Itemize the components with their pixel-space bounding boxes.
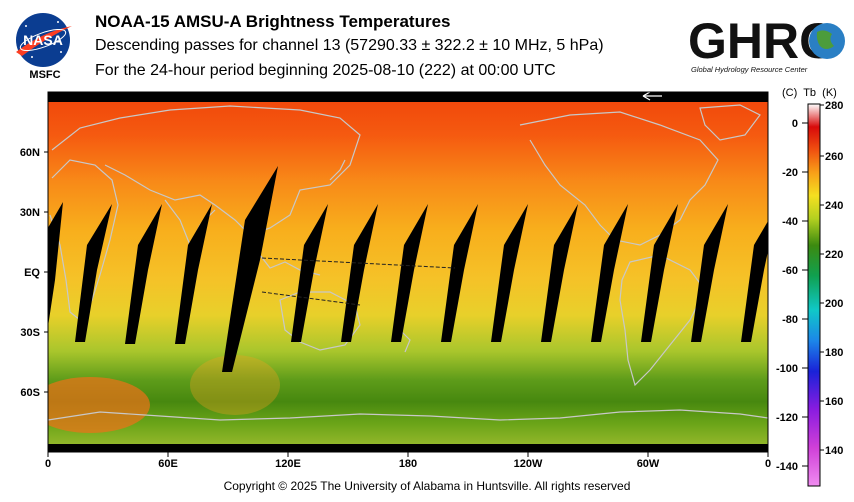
coastline-south-america (619, 254, 706, 387)
coastlines (48, 104, 768, 421)
cb-kelvin-280: 280 (825, 100, 843, 112)
no-data-band-top (48, 92, 768, 102)
msfc-label: MSFC (29, 69, 61, 81)
coastline-eurasia (51, 105, 361, 236)
coastline-japan (329, 159, 346, 181)
swath-gap-13 (641, 204, 678, 342)
coastline-north-america (519, 111, 719, 246)
page-subtitle: Descending passes for channel 13 (57290.… (95, 37, 604, 54)
nasa-logo-text: NASA (23, 32, 63, 48)
swath-gap-11 (541, 204, 578, 342)
page-title: NOAA-15 AMSU-A Brightness Temperatures (95, 12, 451, 31)
cb-celsius-m60: -60 (782, 265, 798, 277)
lat-label-60s: 60S (20, 387, 40, 399)
swath-gap-1 (48, 202, 63, 327)
swath-gap-6 (291, 204, 328, 342)
swath-gaps (48, 166, 768, 372)
swath-gap-2 (75, 204, 112, 342)
colorbar-units: (C) Tb (K) (782, 87, 837, 99)
cb-kelvin-240: 240 (825, 200, 843, 212)
swath-gap-15 (741, 221, 768, 342)
cb-kelvin-260: 260 (825, 151, 843, 163)
cb-kelvin-140: 140 (825, 445, 843, 457)
lon-label-60w: 60W (637, 458, 660, 470)
cb-kelvin-180: 180 (825, 347, 843, 359)
colorbar-kelvin-ticks (820, 104, 824, 451)
lon-label-0-east: 0 (765, 458, 771, 470)
copyright-notice: Copyright © 2025 The University of Alaba… (223, 479, 631, 493)
arrow-marker (642, 92, 662, 101)
lon-label-180: 180 (399, 458, 417, 470)
lon-label-0: 0 (45, 458, 51, 470)
cb-celsius-m120: -120 (776, 412, 798, 424)
ghrc-logo-subtext: Global Hydrology Resource Center (691, 65, 808, 74)
nasa-logo: NASA (16, 13, 72, 67)
swath-gap-9 (441, 204, 478, 342)
colorbar-unit-kelvin: (K) (822, 87, 837, 99)
swath-gap-7 (341, 204, 378, 342)
coastline-africa (49, 159, 119, 321)
longitude-axis (47, 452, 769, 457)
cb-celsius-m80: -80 (782, 314, 798, 326)
cb-kelvin-160: 160 (825, 396, 843, 408)
lat-label-30n: 30N (20, 207, 40, 219)
lon-label-60e: 60E (158, 458, 178, 470)
lat-label-60n: 60N (20, 147, 40, 159)
colorbar-unit-celsius: (C) (782, 87, 798, 99)
cb-celsius-m40: -40 (782, 216, 798, 228)
artifact-lines (261, 257, 456, 306)
cb-celsius-m100: -100 (776, 363, 798, 375)
cb-celsius-m20: -20 (782, 167, 798, 179)
swath-gap-10 (491, 204, 528, 342)
coastline-antarctica (48, 409, 768, 421)
coastline-new-zealand (399, 329, 411, 353)
no-data-band-bottom (48, 444, 768, 452)
lat-label-eq: EQ (24, 267, 40, 279)
swath-gap-4 (175, 204, 212, 344)
swath-gap-12 (591, 204, 628, 342)
warm-anomaly-south (48, 377, 150, 433)
swath-gap-5 (222, 166, 278, 372)
cb-celsius-m140: -140 (776, 461, 798, 473)
lon-label-120e: 120E (275, 458, 301, 470)
latitude-axis (44, 151, 48, 393)
swath-gap-3 (125, 204, 162, 344)
lat-label-30s: 30S (20, 327, 40, 339)
period-description: For the 24-hour period beginning 2025-08… (95, 62, 556, 79)
lon-label-120w: 120W (514, 458, 543, 470)
swath-gap-8 (391, 204, 428, 342)
colorbar (807, 103, 821, 487)
cb-kelvin-200: 200 (825, 298, 843, 310)
colorbar-unit-tb: Tb (803, 87, 817, 99)
colorbar-celsius-ticks (802, 122, 808, 467)
coastline-greenland (699, 104, 761, 141)
cb-kelvin-220: 220 (825, 249, 843, 261)
swath-gap-14 (691, 204, 728, 342)
ghrc-logo: GHRC Global Hydrology Resource Center (688, 13, 845, 74)
cb-celsius-0: 0 (792, 118, 798, 130)
